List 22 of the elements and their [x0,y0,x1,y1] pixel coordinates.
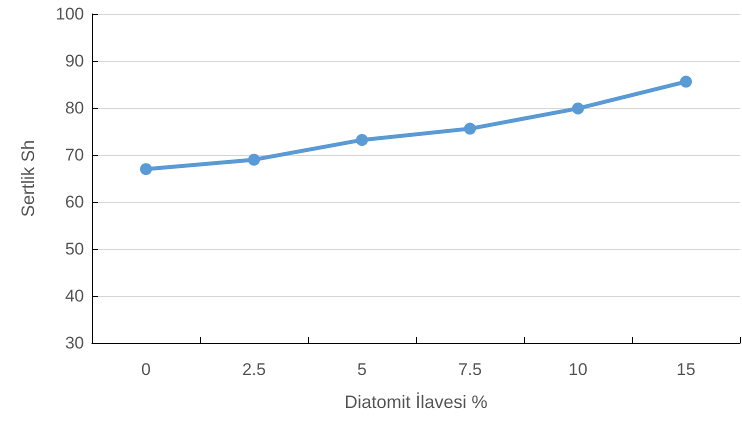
x-axis-title: Diatomit İlavesi % [344,392,488,412]
point [464,122,476,135]
y-tick-label: 40 [65,286,84,306]
x-tick-label: 5 [357,360,367,379]
x-tick-label: 0 [141,360,151,379]
y-tick-label: 30 [65,334,84,352]
point [572,102,584,114]
point [680,76,692,88]
y-tick-label: 70 [65,146,84,164]
y-tick-label: 90 [65,52,84,70]
point [356,134,368,146]
x-tick-label: 10 [568,360,588,379]
y-tick-label: 80 [65,98,84,118]
x-tick-label: 15 [676,360,696,379]
y-axis-title: Sertlik Sh [18,140,38,218]
point [248,154,260,166]
y-tick-label: 100 [56,4,84,24]
x-tick-label: 2.5 [242,360,266,379]
y-tick-label: 60 [65,192,84,212]
x-tick-label: 7.5 [458,360,482,379]
point [140,163,152,176]
y-tick-label: 50 [65,240,84,258]
